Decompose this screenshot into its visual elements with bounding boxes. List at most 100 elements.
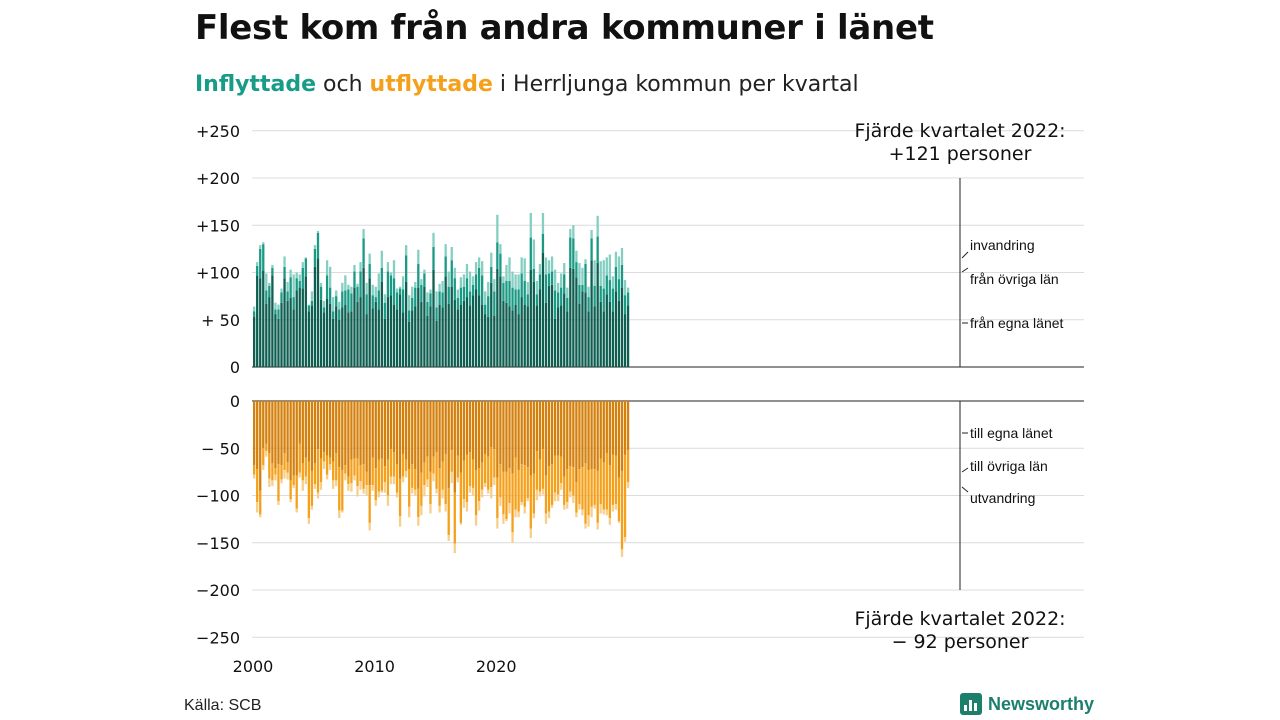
bar-in-2 — [313, 245, 317, 249]
bar-in-1 — [329, 287, 332, 304]
bar-out-1 — [298, 443, 301, 473]
bar-in-1 — [319, 286, 323, 300]
bar-in-1 — [477, 267, 481, 296]
bar-out-1 — [362, 464, 365, 489]
bar-in-1 — [362, 238, 365, 268]
bar-in-1 — [608, 280, 611, 302]
bar-out-1 — [405, 459, 408, 471]
bar-in-1 — [353, 271, 356, 288]
bar-out-1 — [444, 453, 447, 505]
bar-in-2 — [362, 229, 365, 239]
bar-out-0 — [365, 401, 368, 472]
bar-in-1 — [322, 307, 326, 313]
bar-out-2 — [596, 522, 599, 530]
bar-out-2 — [301, 480, 304, 491]
bar-out-2 — [614, 504, 618, 510]
annotation-top-line2: +121 personer — [889, 143, 1032, 165]
bar-in-0 — [590, 260, 593, 367]
bar-out-1 — [468, 452, 472, 487]
bar-out-2 — [511, 532, 514, 543]
bar-in-0 — [605, 294, 608, 367]
bar-in-0 — [572, 268, 575, 367]
bar-out-0 — [259, 401, 262, 491]
series-leader-bottom — [961, 486, 969, 493]
bar-out-1 — [420, 472, 423, 506]
bar-in-2 — [599, 261, 602, 286]
bar-out-2 — [602, 509, 605, 515]
bar-out-1 — [557, 455, 560, 495]
bar-out-1 — [611, 454, 615, 505]
bar-out-1 — [338, 467, 341, 511]
bar-in-1 — [535, 294, 539, 306]
bar-out-0 — [417, 401, 420, 489]
bar-in-0 — [392, 304, 396, 367]
bar-in-1 — [341, 291, 344, 308]
bar-in-1 — [429, 293, 432, 307]
bar-out-2 — [377, 491, 380, 498]
bar-in-2 — [593, 260, 596, 286]
bar-out-1 — [620, 470, 624, 550]
bar-in-1 — [572, 238, 575, 269]
bar-in-0 — [353, 287, 356, 367]
bar-in-1 — [560, 287, 563, 306]
bar-out-0 — [423, 401, 426, 463]
bar-in-2 — [359, 262, 362, 272]
bar-out-2 — [505, 519, 508, 522]
bar-out-0 — [262, 401, 265, 449]
bar-out-1 — [477, 468, 481, 502]
bar-in-1 — [301, 267, 304, 289]
y-tick-label-top: +150 — [196, 216, 240, 235]
bar-out-2 — [368, 522, 371, 531]
bar-in-2 — [447, 271, 450, 287]
bar-in-2 — [347, 284, 350, 290]
bar-out-0 — [481, 401, 484, 463]
bar-out-0 — [304, 401, 307, 458]
bar-out-2 — [298, 472, 301, 478]
bar-in-0 — [614, 291, 618, 367]
bar-in-2 — [429, 289, 432, 294]
bar-out-2 — [462, 499, 466, 508]
bar-out-1 — [325, 455, 329, 475]
bar-out-2 — [420, 505, 423, 516]
bar-out-2 — [508, 503, 511, 514]
bar-in-2 — [560, 273, 563, 288]
bar-out-0 — [581, 401, 584, 468]
bar-out-0 — [544, 401, 548, 476]
bar-in-2 — [505, 264, 508, 282]
bar-in-2 — [496, 214, 499, 243]
bar-out-2 — [526, 498, 529, 502]
bar-in-2 — [392, 260, 396, 279]
bar-in-0 — [474, 289, 478, 367]
bar-in-0 — [341, 307, 344, 367]
bar-out-0 — [596, 401, 599, 471]
bar-out-0 — [617, 401, 621, 478]
newsworthy-logo[interactable]: Newsworthy — [960, 693, 1094, 715]
bar-out-0 — [280, 401, 283, 466]
bar-out-1 — [456, 455, 459, 478]
bar-in-1 — [465, 278, 469, 298]
bar-out-1 — [280, 465, 283, 480]
bar-in-1 — [517, 289, 520, 315]
bar-out-2 — [541, 488, 545, 495]
bar-in-2 — [626, 287, 630, 293]
bar-out-1 — [599, 458, 602, 505]
bar-in-0 — [344, 304, 347, 367]
bar-out-1 — [253, 465, 256, 475]
bar-in-2 — [417, 249, 420, 264]
bar-out-0 — [614, 401, 618, 456]
bar-out-1 — [453, 492, 456, 544]
bar-out-2 — [371, 485, 374, 491]
bar-out-1 — [520, 464, 523, 503]
bar-in-2 — [623, 280, 627, 296]
bar-out-0 — [316, 401, 320, 450]
bar-out-1 — [414, 469, 417, 490]
bar-in-1 — [602, 288, 605, 312]
bar-out-0 — [514, 401, 517, 458]
bar-out-0 — [332, 401, 335, 462]
bar-in-0 — [593, 306, 596, 367]
bar-in-2 — [508, 257, 511, 282]
bar-out-1 — [614, 455, 618, 505]
bar-out-0 — [344, 401, 347, 466]
bar-in-0 — [332, 318, 335, 367]
bar-in-2 — [535, 281, 539, 295]
